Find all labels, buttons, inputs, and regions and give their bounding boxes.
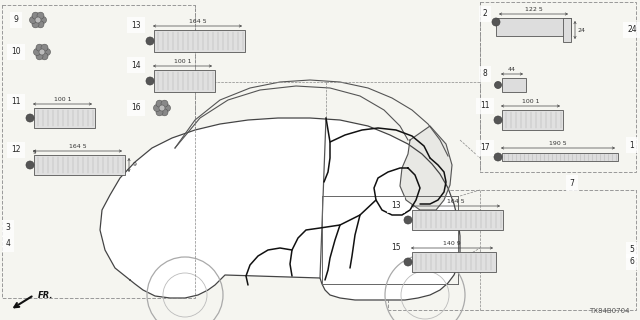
Bar <box>496 18 571 36</box>
Circle shape <box>44 49 51 55</box>
Circle shape <box>37 21 44 28</box>
Text: 11: 11 <box>12 98 20 107</box>
Text: 6: 6 <box>630 258 634 267</box>
Text: 2: 2 <box>483 10 488 19</box>
Circle shape <box>163 105 170 111</box>
Bar <box>154 70 215 92</box>
Bar <box>34 108 95 128</box>
Text: 164 5: 164 5 <box>189 19 206 24</box>
Circle shape <box>494 116 502 124</box>
Text: 1: 1 <box>630 140 634 149</box>
Circle shape <box>492 18 500 26</box>
Circle shape <box>33 49 40 55</box>
Circle shape <box>36 53 43 60</box>
Circle shape <box>156 109 163 116</box>
Bar <box>563 18 571 42</box>
Circle shape <box>404 216 412 224</box>
Circle shape <box>37 12 44 19</box>
Text: FR.: FR. <box>38 292 54 300</box>
Bar <box>412 210 503 230</box>
Text: 17: 17 <box>480 143 490 153</box>
Polygon shape <box>100 118 460 300</box>
Circle shape <box>32 21 39 28</box>
Circle shape <box>40 17 47 23</box>
Polygon shape <box>400 126 452 210</box>
Circle shape <box>159 105 165 111</box>
Circle shape <box>161 100 168 107</box>
Circle shape <box>32 12 39 19</box>
Bar <box>502 110 563 130</box>
Circle shape <box>41 53 48 60</box>
Circle shape <box>146 77 154 85</box>
Circle shape <box>41 44 48 51</box>
Bar <box>388 190 636 310</box>
Text: 122 5: 122 5 <box>525 7 542 12</box>
Circle shape <box>35 17 41 23</box>
Text: 44: 44 <box>508 67 516 72</box>
Text: 15: 15 <box>391 244 401 252</box>
Bar <box>502 153 618 161</box>
Text: 3: 3 <box>6 223 10 233</box>
Text: 190 5: 190 5 <box>549 141 567 146</box>
Circle shape <box>494 153 502 161</box>
Circle shape <box>161 109 168 116</box>
Text: 100 1: 100 1 <box>54 97 71 102</box>
Text: 13: 13 <box>131 20 141 29</box>
Circle shape <box>39 49 45 55</box>
Bar <box>502 78 526 92</box>
Text: 140 9: 140 9 <box>443 241 461 246</box>
Circle shape <box>29 17 36 23</box>
Text: 9: 9 <box>33 149 36 155</box>
Bar <box>34 155 125 175</box>
Text: 4: 4 <box>6 239 10 249</box>
Text: 13: 13 <box>391 201 401 210</box>
Text: TX84B0704: TX84B0704 <box>589 308 630 314</box>
Circle shape <box>26 161 34 169</box>
Text: 10: 10 <box>11 47 21 57</box>
Bar <box>412 252 496 272</box>
Circle shape <box>495 82 502 89</box>
Circle shape <box>404 258 412 266</box>
Bar <box>2 5 195 298</box>
Text: 24: 24 <box>627 26 637 35</box>
Text: 12: 12 <box>12 146 20 155</box>
Circle shape <box>156 100 163 107</box>
Text: 8: 8 <box>483 69 488 78</box>
Text: 24: 24 <box>578 28 586 33</box>
Text: 100 1: 100 1 <box>173 59 191 64</box>
Bar <box>480 2 636 172</box>
Text: 9: 9 <box>133 163 137 167</box>
Circle shape <box>26 114 34 122</box>
Circle shape <box>154 105 161 111</box>
Text: 11: 11 <box>480 101 490 110</box>
Text: 164 5: 164 5 <box>447 199 464 204</box>
Circle shape <box>146 37 154 45</box>
Text: 164 5: 164 5 <box>68 144 86 149</box>
Text: 7: 7 <box>570 179 575 188</box>
Circle shape <box>36 44 43 51</box>
Text: 5: 5 <box>630 245 634 254</box>
Text: 9: 9 <box>13 15 19 25</box>
Bar <box>154 30 245 52</box>
Text: 16: 16 <box>131 103 141 113</box>
Text: 14: 14 <box>131 60 141 69</box>
Text: 100 1: 100 1 <box>522 99 540 104</box>
